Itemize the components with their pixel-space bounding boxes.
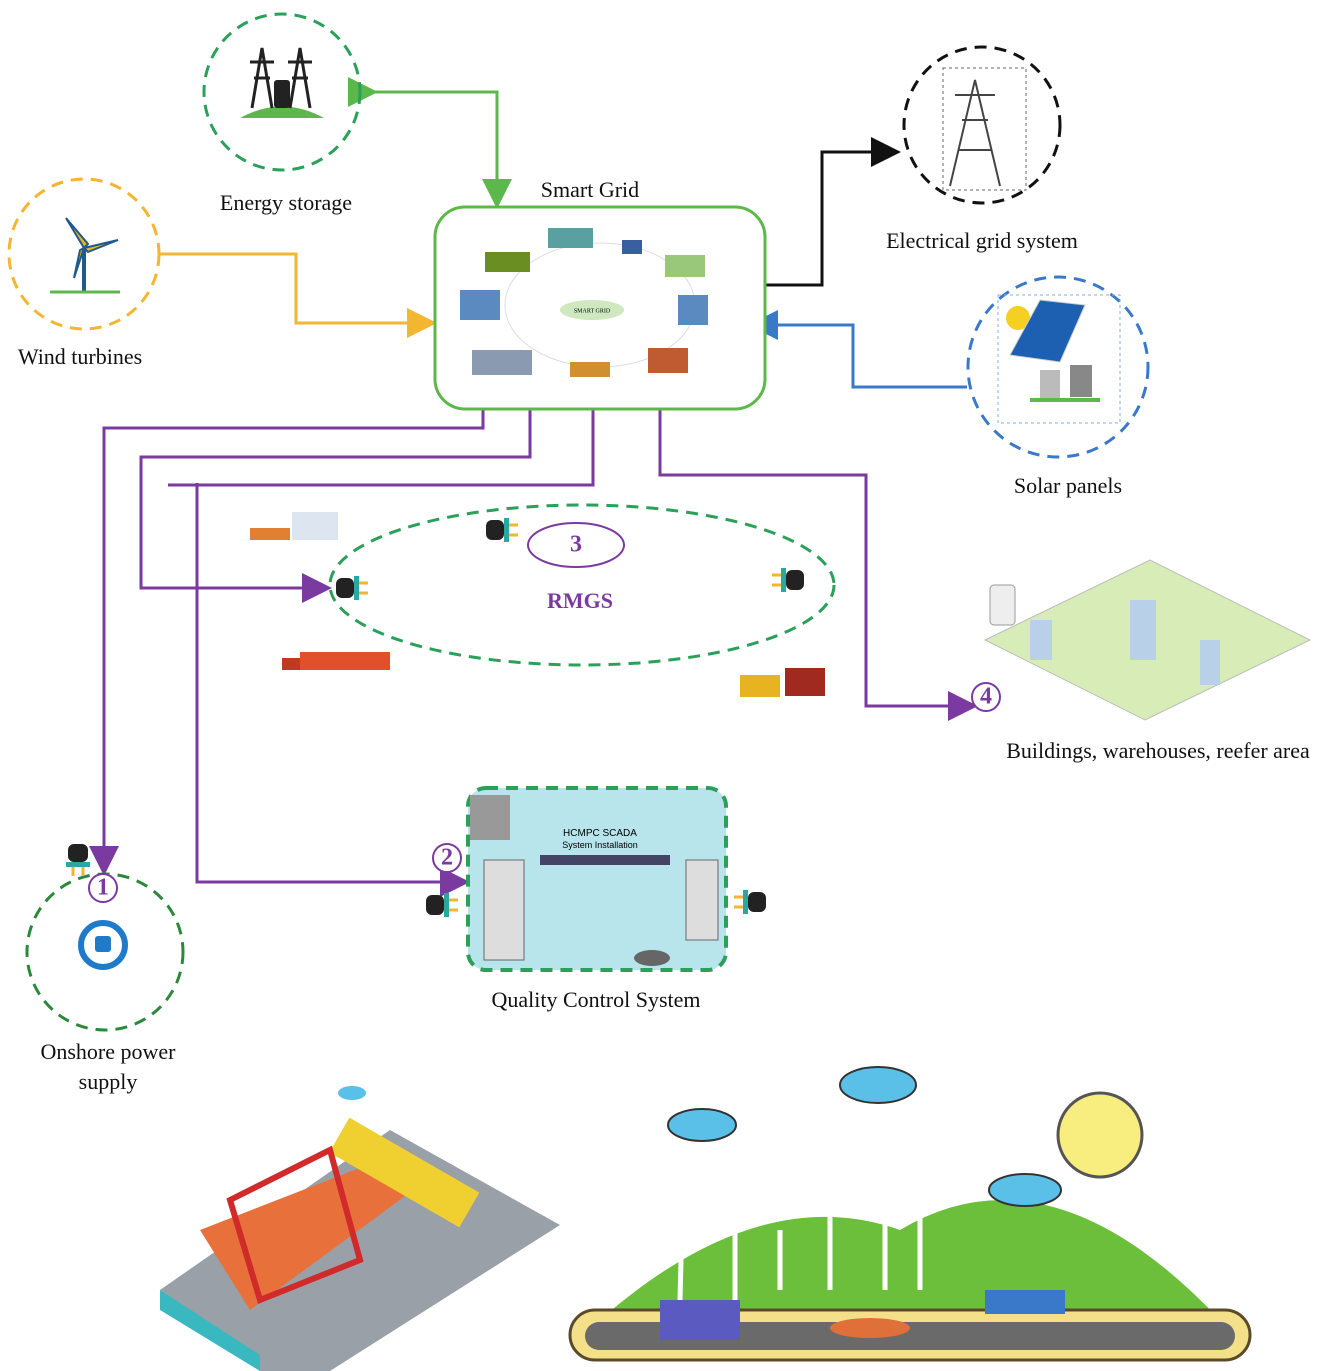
decoration bbox=[1040, 370, 1060, 400]
decoration bbox=[740, 675, 780, 697]
decoration bbox=[989, 1174, 1061, 1206]
arrow-onshore bbox=[104, 410, 483, 870]
quality-control: HCMPC SCADA System Installation 2 Qualit… bbox=[426, 788, 766, 1012]
hub-label: SMART GRID bbox=[574, 308, 611, 314]
node-number: 2 bbox=[441, 845, 453, 871]
decoration bbox=[622, 240, 642, 254]
decoration bbox=[785, 668, 825, 696]
decoration bbox=[470, 795, 510, 840]
node-label: Buildings, warehouses, reefer area bbox=[1006, 738, 1310, 763]
decoration bbox=[904, 47, 1060, 203]
arrow-solar bbox=[754, 325, 967, 387]
decoration bbox=[240, 107, 324, 119]
decoration bbox=[943, 68, 1026, 190]
decoration bbox=[460, 290, 500, 320]
decoration bbox=[95, 936, 111, 952]
decoration bbox=[985, 1290, 1065, 1314]
decoration bbox=[330, 505, 834, 665]
node-number: 3 bbox=[570, 532, 582, 558]
node-label: supply bbox=[79, 1069, 138, 1094]
diagram: Energy storage Wind turbines Electrical … bbox=[0, 0, 1335, 1371]
decoration bbox=[1030, 620, 1052, 660]
arrow-grid bbox=[754, 152, 895, 285]
arrow-qcs bbox=[197, 483, 464, 882]
node-number: 1 bbox=[97, 875, 109, 901]
decoration bbox=[1070, 365, 1092, 397]
decoration bbox=[648, 348, 688, 373]
decoration bbox=[772, 568, 804, 592]
decoration bbox=[300, 652, 390, 670]
energy-storage: Energy storage bbox=[204, 14, 360, 215]
decoration bbox=[486, 518, 518, 542]
onshore-power: 1 Onshore power supply bbox=[27, 844, 183, 1094]
decoration bbox=[66, 218, 118, 278]
inner-title: HCMPC SCADA bbox=[563, 828, 637, 839]
decoration bbox=[1058, 1093, 1142, 1177]
buildings: 4 Buildings, warehouses, reefer area bbox=[972, 560, 1310, 763]
arrow-wind bbox=[160, 254, 431, 323]
node-number: 4 bbox=[980, 684, 992, 710]
decoration bbox=[678, 295, 708, 325]
decoration bbox=[665, 255, 705, 277]
decoration bbox=[634, 950, 670, 966]
decoration bbox=[734, 890, 766, 914]
smart-grid: Smart Grid SMART GRID bbox=[435, 177, 765, 409]
decoration bbox=[250, 528, 290, 540]
node-label: Electrical grid system bbox=[886, 228, 1078, 253]
decoration bbox=[686, 860, 718, 940]
decoration bbox=[274, 80, 290, 108]
decoration bbox=[830, 1318, 910, 1338]
decoration bbox=[66, 844, 90, 876]
node-label: Energy storage bbox=[220, 190, 352, 215]
node-label: RMGS bbox=[547, 588, 613, 613]
hub-title: Smart Grid bbox=[541, 177, 639, 202]
inner-subtitle: System Installation bbox=[562, 840, 638, 850]
arrow-buildings bbox=[660, 410, 972, 706]
node-label: Onshore power bbox=[40, 1039, 176, 1064]
decoration bbox=[990, 585, 1015, 625]
node-label: Solar panels bbox=[1014, 473, 1122, 498]
arrow-rmgs bbox=[141, 410, 530, 588]
decoration bbox=[426, 893, 458, 917]
decoration bbox=[668, 1109, 736, 1141]
decoration bbox=[548, 228, 593, 248]
electrical-grid: Electrical grid system bbox=[886, 47, 1078, 253]
decoration bbox=[660, 1300, 740, 1340]
decoration bbox=[1130, 600, 1156, 660]
decoration bbox=[336, 576, 368, 600]
wind-turbines: Wind turbines bbox=[9, 179, 159, 369]
page: Smart Grid Port Diagram {"title": "Smart… bbox=[0, 0, 1335, 1371]
port-illustration bbox=[160, 1086, 560, 1371]
decoration bbox=[472, 350, 532, 375]
decoration bbox=[485, 252, 530, 272]
arrow-storage bbox=[372, 92, 497, 203]
decoration bbox=[950, 80, 1000, 186]
decoration bbox=[338, 1086, 366, 1100]
decoration bbox=[840, 1067, 916, 1103]
node-label: Wind turbines bbox=[18, 344, 142, 369]
body: Energy storage Wind turbines Electrical … bbox=[0, 0, 1335, 1371]
decoration bbox=[292, 512, 338, 540]
decoration bbox=[540, 855, 670, 865]
decoration bbox=[1200, 640, 1220, 685]
green-landscape bbox=[570, 1067, 1250, 1360]
decoration bbox=[484, 860, 524, 960]
solar-panels: Solar panels bbox=[968, 277, 1148, 498]
decoration bbox=[282, 658, 300, 670]
node-label: Quality Control System bbox=[492, 987, 701, 1012]
rmgs: 3 RMGS bbox=[250, 505, 834, 697]
decoration bbox=[570, 362, 610, 377]
